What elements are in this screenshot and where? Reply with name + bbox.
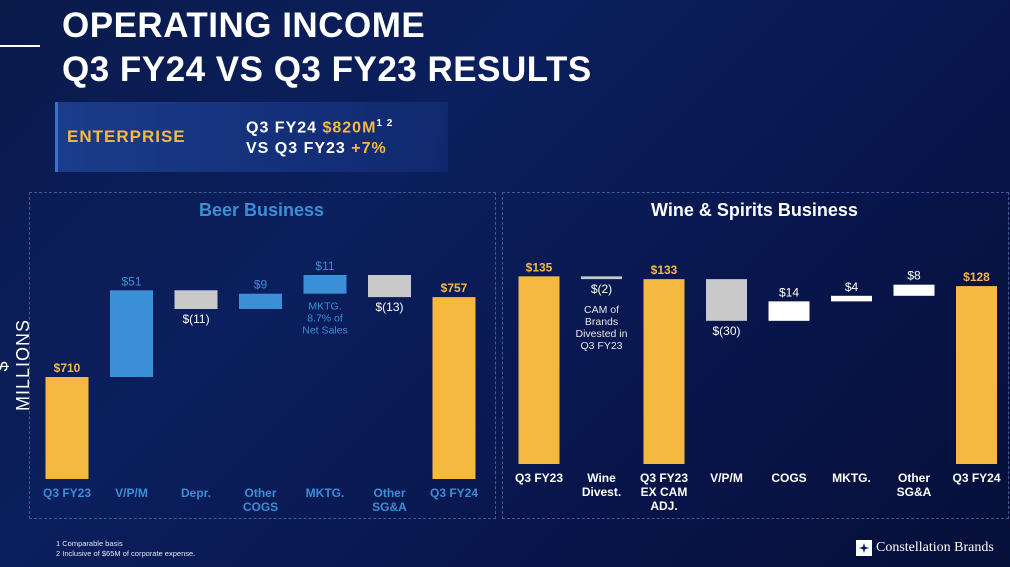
enterprise-q3fy24-line: Q3 FY24 $820M1 2 (246, 118, 393, 137)
enterprise-line2-prefix: VS Q3 FY23 (246, 140, 352, 157)
wine-category-label-cogs: COGS (771, 471, 806, 485)
beer-category-label-q3-fy24: Q3 FY24 (430, 486, 478, 500)
beer-value-label-other-cogs: $9 (254, 278, 268, 292)
company-logo-text: Constellation Brands (876, 540, 994, 555)
wine-value-label-wine-divest: $(2) (591, 282, 612, 296)
wine-value-label-q3-fy23-ex-cam-adj: $133 (651, 263, 678, 277)
beer-bar-mktg (303, 275, 347, 294)
wine-bar-q3-fy24 (956, 286, 997, 464)
page-title: OPERATING INCOME Q3 FY24 VS Q3 FY23 RESU… (62, 4, 592, 92)
beer-bar-q3-fy23 (45, 377, 89, 479)
wine-category-label-other-sg-a: Other SG&A (897, 471, 932, 499)
beer-business-title: Beer Business (198, 200, 325, 220)
beer-bar-depr (174, 290, 218, 309)
wine-category-label-q3-fy23: Q3 FY23 (515, 471, 563, 485)
footnote-1: 1 Comparable basis (56, 539, 123, 548)
title-accent-line (0, 45, 40, 47)
wine-category-label-q3-fy23-ex-cam-adj: Q3 FY23 EX CAM ADJ. (640, 471, 688, 513)
wine-value-label-q3-fy23: $135 (526, 260, 553, 274)
beer-annotation-mktg: MKTG. 8.7% of Net Sales (302, 301, 348, 337)
wine-bar-cogs (768, 301, 810, 321)
wine-spirits-business-title: Wine & Spirits Business (651, 200, 858, 220)
beer-value-label-mktg: $11 (315, 259, 334, 273)
beer-business-panel (29, 192, 496, 519)
wine-value-label-q3-fy24: $128 (963, 270, 990, 284)
wine-bar-mktg (831, 295, 872, 302)
company-logo: Constellation Brands (856, 540, 994, 556)
beer-category-label-other-sg-a: Other SG&A (372, 486, 407, 514)
beer-category-label-depr: Depr. (181, 486, 211, 500)
beer-bar-q3-fy24 (432, 297, 476, 479)
beer-category-label-mktg: MKTG. (306, 486, 345, 500)
beer-bar-v-p-m (110, 290, 153, 377)
beer-category-label-other-cogs: Other COGS (243, 486, 278, 514)
wine-value-label-other-sg-a: $8 (907, 269, 921, 283)
wine-value-label-v-p-m: $(30) (712, 324, 740, 338)
beer-bar-other-cogs (239, 293, 282, 309)
enterprise-footnote-refs: 1 2 (376, 118, 394, 129)
title-line-1: OPERATING INCOME (62, 6, 426, 45)
wine-category-label-mktg: MKTG. (832, 471, 871, 485)
wine-value-label-cogs: $14 (779, 285, 799, 299)
wine-bar-other-sg-a (893, 284, 935, 296)
enterprise-summary-box: ENTERPRISE Q3 FY24 $820M1 2 VS Q3 FY23 +… (55, 102, 448, 172)
wine-spirits-business-panel (502, 192, 1009, 519)
wine-annotation-wine-divest: CAM of Brands Divested in Q3 FY23 (576, 304, 628, 352)
beer-value-label-q3-fy24: $757 (441, 281, 468, 295)
wine-category-label-wine-divest: Wine Divest. (582, 471, 621, 499)
beer-bar-other-sg-a (368, 275, 411, 298)
enterprise-operating-income: $820M (322, 119, 377, 137)
wine-bar-v-p-m (706, 279, 747, 321)
enterprise-label: ENTERPRISE (67, 127, 186, 146)
beer-value-label-v-p-m: $51 (121, 274, 141, 288)
star-logo-icon (856, 540, 872, 556)
title-line-2: Q3 FY24 VS Q3 FY23 RESULTS (62, 50, 592, 89)
wine-category-label-v-p-m: V/P/M (710, 471, 743, 485)
enterprise-line1-prefix: Q3 FY24 (246, 119, 323, 137)
wine-bar-wine-divest (581, 276, 622, 280)
wine-category-label-q3-fy24: Q3 FY24 (952, 471, 1000, 485)
wine-bar-q3-fy23-ex-cam-adj (643, 279, 685, 464)
footnote-2: 2 Inclusive of $65M of corporate expense… (56, 549, 196, 558)
enterprise-growth-value: +7% (351, 140, 387, 157)
enterprise-growth-line: VS Q3 FY23 +7% (246, 140, 387, 158)
beer-category-label-v-p-m: V/P/M (115, 486, 148, 500)
beer-value-label-depr: $(11) (182, 312, 209, 326)
beer-value-label-q3-fy23: $710 (54, 361, 81, 375)
wine-bar-q3-fy23 (518, 276, 560, 464)
beer-category-label-q3-fy23: Q3 FY23 (43, 486, 91, 500)
beer-value-label-other-sg-a: $(13) (375, 300, 403, 314)
wine-value-label-mktg: $4 (845, 280, 859, 294)
